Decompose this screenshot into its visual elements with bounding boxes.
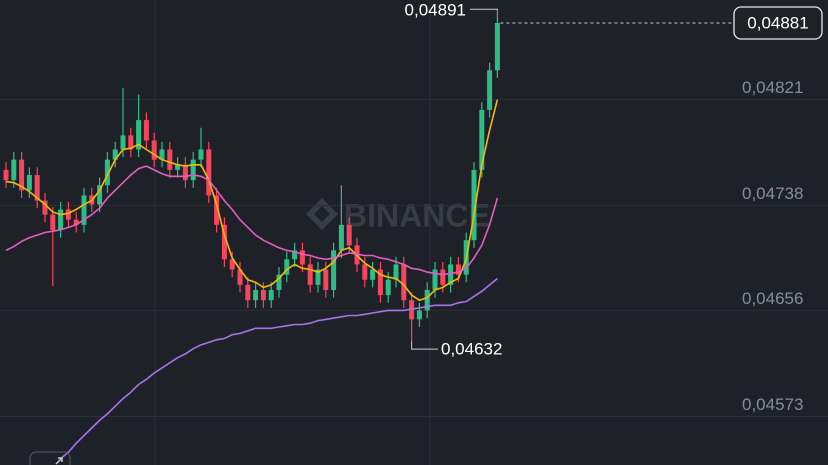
candle-body [19, 159, 25, 191]
candle-body [479, 109, 485, 170]
candle-body [487, 70, 493, 110]
candle-body [175, 164, 181, 170]
candle-body [214, 195, 220, 225]
y-tick-label: 0,04738 [742, 184, 803, 203]
candle-body [362, 264, 368, 280]
low-marker-line [411, 341, 438, 350]
candle-body [393, 264, 399, 280]
candle-body [11, 159, 17, 181]
candle-body [385, 279, 391, 296]
candle-body [401, 264, 407, 301]
candle-body [307, 264, 313, 285]
candle-body [58, 209, 64, 230]
high-marker-label: 0,04891 [405, 1, 466, 20]
candle-body [245, 284, 251, 301]
high-marker-line [470, 8, 498, 11]
candle-body [268, 289, 274, 301]
candle-body [284, 259, 290, 275]
last-price-label: 0,04881 [747, 13, 808, 32]
candle-body [167, 149, 173, 170]
candle-body [338, 224, 344, 251]
candle-body [104, 159, 110, 186]
y-tick-label: 0,04821 [742, 78, 803, 97]
candle-body [331, 250, 337, 290]
expand-icon [55, 457, 63, 465]
candle-body [182, 164, 188, 181]
candle-body [120, 135, 126, 150]
candle-body [159, 149, 165, 160]
candle-body [276, 274, 282, 290]
candle-body [198, 149, 204, 160]
candle-body [50, 214, 56, 230]
candle-body [377, 269, 383, 296]
candle-body [112, 149, 118, 160]
candle-body [315, 269, 321, 285]
candle-body [26, 175, 32, 191]
candle-body [299, 250, 305, 265]
candle-body [136, 120, 142, 150]
candle-body [3, 169, 9, 181]
candle-body [416, 310, 422, 320]
candle-body [229, 259, 235, 270]
candle-body [292, 250, 298, 260]
moving-average-line [5, 165, 499, 276]
candle-body [81, 195, 87, 225]
candle-body [73, 219, 79, 225]
candle-body [97, 185, 103, 205]
candle-body [432, 269, 438, 290]
low-marker-label: 0,04632 [441, 340, 502, 359]
y-tick-label: 0,04656 [742, 289, 803, 308]
last-price-box [733, 6, 823, 40]
candle-body [237, 269, 243, 285]
moving-average-line [60, 277, 498, 460]
candle-body [346, 224, 352, 246]
watermark-text: BINANCE [344, 197, 490, 233]
expand-button[interactable] [29, 451, 71, 465]
candle-body [34, 175, 40, 201]
candle-body [190, 159, 196, 181]
candle-body [370, 269, 376, 280]
candle-body [494, 22, 500, 71]
candle-body [206, 149, 212, 196]
moving-average-line [5, 99, 499, 302]
candle-body [253, 289, 259, 301]
candle-body [221, 224, 227, 260]
candle-body [143, 120, 149, 141]
candle-body [151, 140, 157, 160]
candle-body [128, 135, 134, 150]
candle-body [42, 200, 48, 215]
candle-body [471, 169, 477, 241]
candle-body [448, 264, 454, 285]
candle-body [455, 264, 461, 275]
candle-body [424, 289, 430, 311]
candle-body [260, 289, 266, 301]
y-tick-label: 0,04573 [742, 395, 803, 414]
candle-body [65, 209, 71, 220]
candle-body [440, 269, 446, 285]
candle-body [323, 269, 329, 290]
